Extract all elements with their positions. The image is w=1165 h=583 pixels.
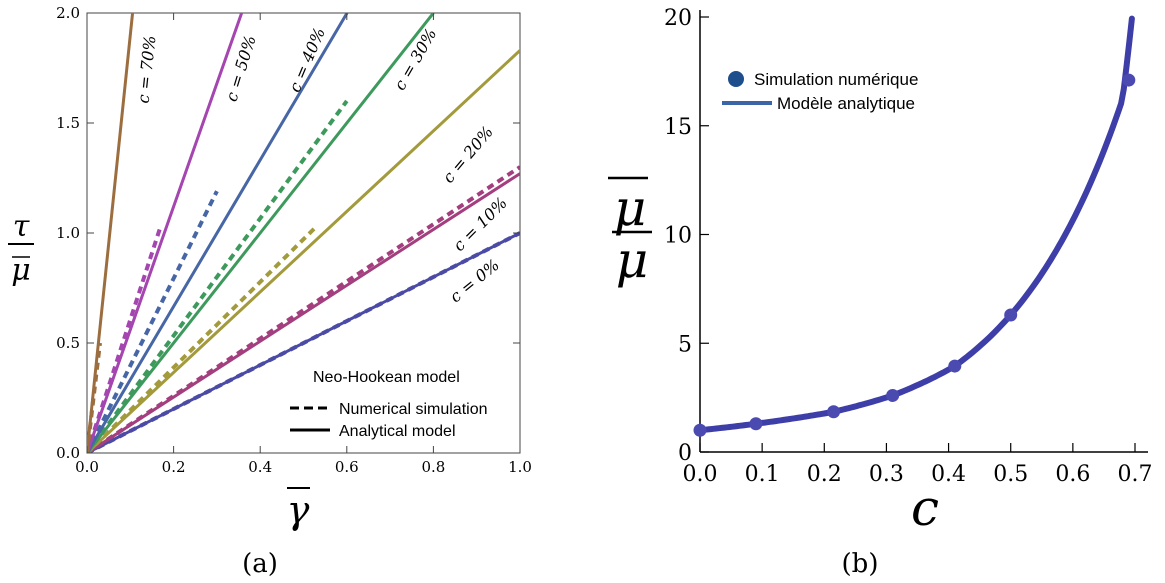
panel-b-xtick-label: 0.4: [931, 462, 966, 487]
panel-b-xlabel: c: [911, 479, 939, 537]
panel-a-series-label: c = 10%: [449, 193, 511, 255]
panel-a-series-label: c = 70%: [134, 35, 160, 105]
panel-b-data-point: [749, 417, 763, 431]
panel-b-data-point: [1122, 73, 1136, 87]
panel-b-ytick-label: 0: [678, 441, 692, 466]
panel-b-xtick-label: 0.2: [807, 462, 842, 487]
panel-a-numerical-line: [87, 231, 520, 453]
panel-b-legend-point-swatch: [728, 71, 744, 87]
panel-b-ytick-label: 20: [664, 6, 692, 31]
panel-a-xtick-label: 0.0: [75, 458, 99, 476]
panel-a-analytical-line: [87, 13, 244, 453]
panel-b-ylabel-num: μ: [614, 179, 647, 237]
panel-a-xtick-label: 0.8: [421, 458, 445, 476]
panel-b-marks: [693, 15, 1136, 437]
panel-b-ytick-label: 5: [678, 332, 692, 357]
panel-a-xtick-label: 1.0: [508, 458, 532, 476]
panel-b-legend-points-label: Simulation numérique: [754, 70, 918, 89]
panel-a-numerical-line: [87, 224, 318, 453]
panel-a-numerical-line: [87, 165, 520, 453]
panel-a-legend-title: Neo-Hookean model: [313, 369, 460, 386]
panel-a-analytical-line: [87, 13, 349, 453]
panel-a-xtick-label: 0.6: [335, 458, 359, 476]
panel-b-legend-line-label: Modèle analytique: [777, 94, 915, 113]
panel-a-series-label: c = 20%: [439, 122, 497, 186]
panel-b-xtick-label: 0.0: [683, 462, 718, 487]
panel-a-xtick-label: 0.4: [248, 458, 272, 476]
panel-a-ytick-label: 0.5: [56, 334, 80, 352]
panel-a-analytical-line: [87, 13, 436, 453]
panel-b-ytick-label: 10: [664, 224, 692, 249]
panel-b-data-point: [1004, 308, 1018, 322]
panel-b-data-point: [886, 388, 900, 402]
panel-b-xtick-label: 0.6: [1055, 462, 1090, 487]
panel-b-data-point: [693, 423, 707, 437]
panel-a-series-label: c = 50%: [222, 33, 260, 104]
panel-b-legend: Simulation numérique Modèle analytique: [722, 70, 918, 113]
panel-a-xlabel-text: γ: [287, 488, 310, 532]
panel-b-xtick-label: 0.3: [869, 462, 904, 487]
panel-b-xtick-label: 0.5: [993, 462, 1028, 487]
panel-a-xlabel: γ: [287, 487, 310, 532]
panel-a-series-label: c = 40%: [285, 25, 329, 95]
panel-a-numerical-line: [87, 99, 349, 453]
panel-b-caption: (b): [842, 549, 879, 579]
panel-b-ticks: 0.0 0.1 0.2 0.3 0.4 0.5 0.6 0.7 0 5 10 15 20: [664, 6, 1153, 487]
panel-a-numerical-line: [87, 225, 163, 453]
panel-a-ylabel-num: τ: [13, 209, 30, 244]
panel-a-series-label: c = 0%: [446, 255, 503, 306]
panel-a-ytick-label: 2.0: [56, 4, 80, 22]
panel-a-ytick-label: 1.0: [56, 224, 80, 242]
panel-a-ylabel-den: μ: [11, 253, 31, 288]
panel-b-xtick-label: 0.1: [745, 462, 780, 487]
panel-b-analytical-curve: [697, 15, 1135, 434]
panel-b-data-point: [948, 359, 962, 373]
panel-a-ytick-label: 0.0: [56, 444, 80, 462]
panel-a-analytical-line: [87, 48, 520, 453]
panel-b-xtick-label: 0.7: [1118, 462, 1153, 487]
panel-a-caption: (a): [242, 549, 278, 579]
panel-a-numerical-line: [87, 342, 102, 453]
panel-a-numerical-line: [87, 190, 219, 453]
panel-a-marks: [87, 13, 520, 453]
panel-a-ylabel: τ μ: [8, 209, 34, 288]
panel-b-ytick-label: 15: [664, 115, 692, 140]
panel-a-analytical-line: [87, 13, 135, 453]
panel-a: 0.0 0.2 0.4 0.6 0.8 1.00.00.51.01.52.0 γ τ μ …: [8, 4, 532, 579]
panel-b-xlabel-text: c: [911, 479, 939, 537]
panel-b-ylabel: μ μ: [608, 176, 652, 289]
panel-a-ytick-label: 1.5: [56, 114, 80, 132]
panel-b-data-point: [827, 405, 841, 419]
panel-a-legend: Neo-Hookean model Numerical simulation A…: [290, 369, 488, 440]
panel-a-xtick-label: 0.2: [162, 458, 186, 476]
panel-b: 0.0 0.1 0.2 0.3 0.4 0.5 0.6 0.7 0 5 10 15 20 c μ μ S…: [608, 6, 1153, 579]
panel-a-ticks: 0.0 0.2 0.4 0.6 0.8 1.0 0.0 0.5 1.0 1.5 2.0: [56, 4, 532, 476]
panel-a-legend-solid-label: Analytical model: [339, 423, 456, 440]
panel-b-ylabel-den: μ: [616, 231, 649, 289]
panel-a-legend-dashed-label: Numerical simulation: [339, 401, 488, 418]
